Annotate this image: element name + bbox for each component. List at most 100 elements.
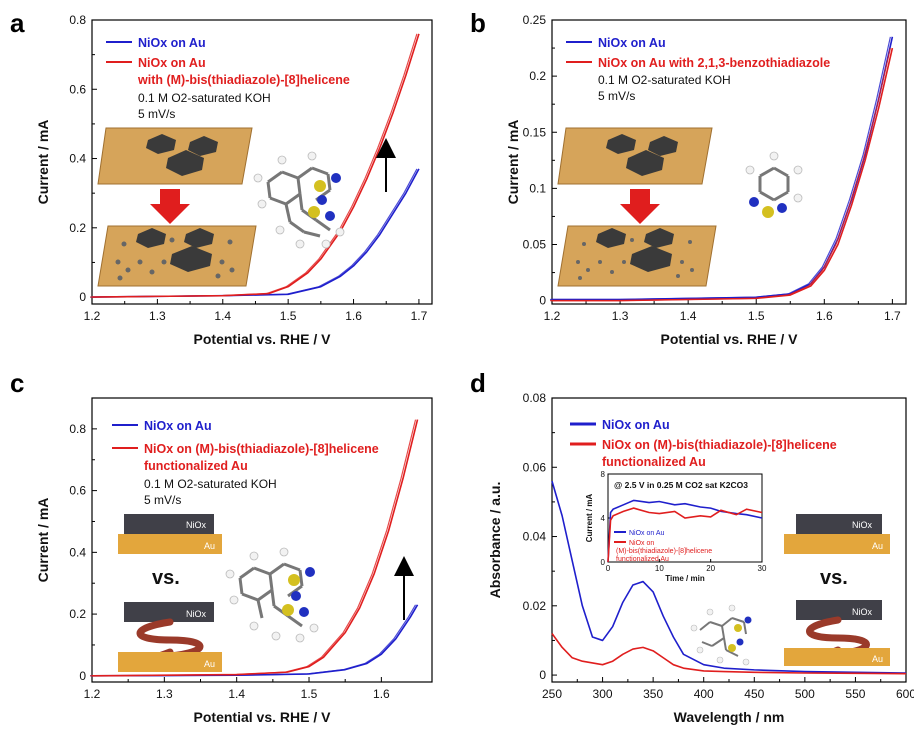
inset-legend-red-3: functionalized Au	[616, 556, 669, 563]
legend-a-blue: NiOx on Au	[138, 36, 206, 50]
y-tick-label: 0.15	[523, 125, 547, 139]
condition-b-scanrate: 5 mV/s	[598, 89, 635, 103]
layer-c-helicene: helicene	[162, 628, 196, 638]
x-tick-label: 1.3	[156, 687, 173, 701]
y-tick-label: 0	[539, 294, 546, 308]
helicene-molecule-a	[253, 138, 396, 249]
x-tick-label: 1.3	[149, 309, 166, 323]
y-tick-label: 0.1	[529, 181, 546, 195]
x-tick-label: 1.5	[301, 687, 318, 701]
helicene-molecule-d	[690, 604, 752, 666]
legend-c-red-2: functionalized Au	[144, 459, 248, 473]
legend-c-red-1: NiOx on (M)-bis(thiadiazole)-[8]helicene	[144, 442, 379, 456]
arrow-down-b	[620, 189, 660, 224]
inset-title: @ 2.5 V in 0.25 M CO2 sat K2CO3	[614, 480, 748, 490]
condition-b-electrolyte: 0.1 M O2-saturated KOH	[598, 73, 731, 87]
inset-chart-d: 0 10 20 30 0 4 8 Time / min Current / mA @ 2.5 V …	[585, 470, 767, 583]
schematic-d: NiOx Au vs. NiOx helicene Au	[784, 514, 890, 666]
inset-y-tick-label: 0	[601, 558, 606, 567]
series-line-return-red	[550, 47, 891, 302]
x-tick-label: 600	[896, 687, 914, 701]
panel-letter-d: d	[470, 368, 486, 398]
x-tick-label: 1.5	[748, 309, 765, 323]
inset-x-tick-label: 0	[606, 564, 611, 573]
panel-letter-b: b	[470, 8, 486, 38]
legend-d: NiOx on Au NiOx on (M)-bis(thiadiazole)-…	[570, 418, 837, 469]
inset-x-axis-label: Time / min	[665, 574, 705, 583]
legend-b-red: NiOx on Au with 2,1,3-benzothiadiazole	[598, 56, 830, 70]
arrow-down-a	[150, 189, 190, 224]
inset-x-tick-label: 30	[758, 564, 767, 573]
vs-label-d: vs.	[820, 567, 848, 589]
y-tick-label: 0.8	[69, 13, 86, 27]
benzothiadiazole-molecule-b	[745, 151, 803, 218]
plot-frame-c	[91, 397, 433, 683]
series-line-red	[551, 633, 907, 675]
x-tick-label: 1.6	[345, 309, 362, 323]
x-tick-label: 1.4	[680, 309, 697, 323]
x-axis-label: Potential vs. RHE / V	[661, 331, 799, 347]
chart-panel-c: 1.2 1.3 1.4 1.5 1.6 0 0.2 0.4 0.6 0.8 Potential vs…	[35, 397, 433, 725]
inset-x-tick-label: 20	[706, 564, 715, 573]
inset-legend-red-2: (M)-bis(thiadiazole)-[8]helicene	[616, 548, 712, 555]
condition-c-scanrate: 5 mV/s	[144, 493, 181, 507]
y-axis-label: Current / mA	[35, 120, 51, 205]
x-tick-label: 1.7	[884, 309, 901, 323]
layer-d-top-au: Au	[872, 541, 883, 551]
inset-series-red	[607, 507, 763, 563]
legend-d-blue: NiOx on Au	[602, 418, 670, 432]
legend-a-red-1: NiOx on Au	[138, 56, 206, 70]
x-axis-label: Potential vs. RHE / V	[194, 709, 332, 725]
series-line-return-red	[89, 419, 417, 677]
plot-frame-a	[91, 19, 433, 305]
y-tick-label: 0.04	[523, 530, 547, 544]
inset-legend-red-1: NiOx on	[629, 540, 654, 547]
x-tick-label: 1.6	[373, 687, 390, 701]
panel-letter-a: a	[10, 8, 25, 38]
y-axis-label: Current / mA	[505, 120, 521, 205]
layer-c-top-au: Au	[204, 541, 215, 551]
x-tick-label: 450	[744, 687, 764, 701]
x-tick-label: 1.2	[84, 687, 101, 701]
schematic-a	[97, 127, 257, 287]
y-tick-label: 0.6	[69, 484, 86, 498]
schematic-b	[557, 127, 717, 287]
x-tick-label: 550	[845, 687, 865, 701]
x-tick-label: 1.3	[612, 309, 629, 323]
layer-c-bottom-au: Au	[204, 659, 215, 669]
chart-panel-b: 1.2 1.3 1.4 1.5 1.6 1.7 0 0.05 0.1 0.15 0.2 0.25 Pot…	[505, 13, 907, 347]
series-line-return-blue	[550, 36, 891, 301]
legend-b-blue: NiOx on Au	[598, 36, 666, 50]
y-tick-label: 0.25	[523, 13, 547, 27]
x-tick-label: 1.6	[816, 309, 833, 323]
chart-panel-d: 250 300 350 400 450 500 550 60000.020.040.060.0…	[487, 391, 914, 725]
condition-a-scanrate: 5 mV/s	[138, 107, 175, 121]
x-tick-label: 1.2	[84, 309, 101, 323]
x-tick-label: 1.4	[214, 309, 231, 323]
legend-a: NiOx on Au NiOx on Au with (M)-bis(thiad…	[106, 36, 350, 121]
y-tick-label: 0	[79, 669, 86, 683]
layer-c-bottom-nio: NiOx	[186, 609, 206, 619]
x-axis-label: Wavelength / nm	[674, 709, 785, 725]
x-tick-label: 1.2	[544, 309, 561, 323]
schematic-c: NiOx Au vs. NiOx helicene Au	[118, 514, 222, 672]
plot-frame-b	[551, 19, 907, 305]
inset-y-tick-label: 4	[601, 514, 606, 523]
y-tick-label: 0	[79, 290, 86, 304]
legend-b: NiOx on Au NiOx on Au with 2,1,3-benzoth…	[566, 36, 830, 103]
x-axis-label: Potential vs. RHE / V	[194, 331, 332, 347]
y-tick-label: 0.4	[69, 545, 86, 559]
x-tick-label: 400	[694, 687, 714, 701]
y-tick-label: 0.02	[523, 599, 547, 613]
y-axis-label: Absorbance / a.u.	[487, 482, 503, 599]
y-tick-label: 0	[539, 668, 546, 682]
y-tick-label: 0.06	[523, 460, 547, 474]
y-tick-label: 0.6	[69, 82, 86, 96]
inset-y-tick-label: 8	[601, 470, 606, 479]
layer-d-bottom-au: Au	[872, 654, 883, 664]
x-tick-label: 300	[593, 687, 613, 701]
inset-y-axis-label: Current / mA	[585, 494, 594, 543]
condition-c-electrolyte: 0.1 M O2-saturated KOH	[144, 477, 277, 491]
x-tick-label: 1.5	[280, 309, 297, 323]
